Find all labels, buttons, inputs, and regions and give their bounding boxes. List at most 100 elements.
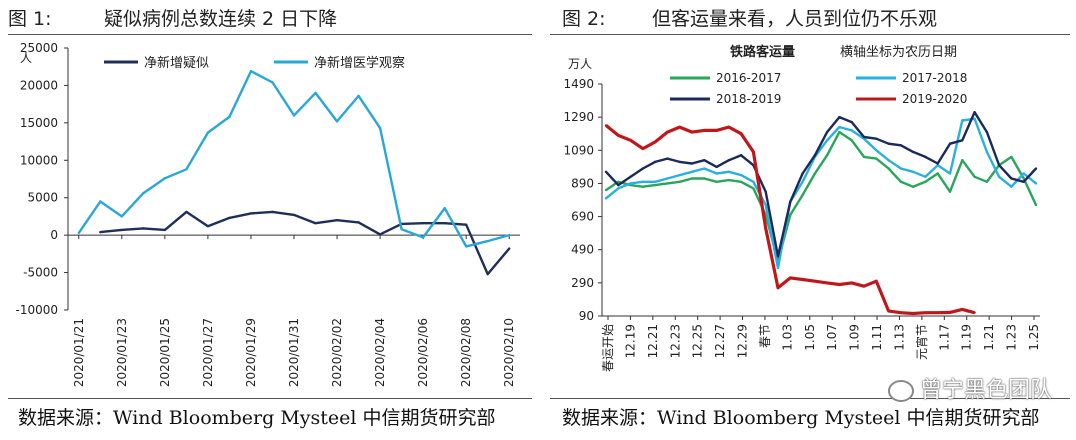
data-point <box>727 170 731 174</box>
x-tick-label: 1.19 <box>960 324 974 351</box>
data-point <box>142 192 145 195</box>
x-tick-label: 12.29 <box>736 324 750 358</box>
data-point <box>271 210 274 214</box>
data-point <box>813 280 817 283</box>
data-point <box>875 157 878 160</box>
legend-label: 2018-2019 <box>716 92 781 106</box>
x-tick-label: 12.21 <box>646 324 660 358</box>
data-point <box>801 193 804 197</box>
data-point <box>911 185 915 188</box>
data-point <box>825 154 829 157</box>
data-point <box>629 182 632 185</box>
legend-label: 2017-2018 <box>902 71 967 85</box>
data-point <box>1034 182 1038 185</box>
data-point <box>887 309 890 313</box>
data-point <box>357 221 360 224</box>
data-point <box>727 159 731 162</box>
data-point <box>764 203 767 207</box>
legend-label: 净新增疑似 <box>144 55 209 71</box>
x-tick-label: 2020/01/23 <box>115 318 129 387</box>
x-tick-label: 1.05 <box>803 324 817 351</box>
x-tick-label: 2020/02/10 <box>502 318 516 387</box>
data-point <box>486 272 489 276</box>
data-point <box>776 255 780 258</box>
x-tick-label: 12.25 <box>691 324 705 358</box>
data-point <box>862 135 866 139</box>
left-figure-label: 图 1: <box>8 8 52 30</box>
data-point <box>838 130 841 134</box>
data-point <box>838 115 841 119</box>
x-tick-label: 1.07 <box>825 324 839 351</box>
x-tick-label: 1.23 <box>1005 324 1019 351</box>
data-point <box>443 206 446 210</box>
data-point <box>690 170 694 174</box>
data-point <box>875 149 878 152</box>
y-tick-label: -5000 <box>23 266 58 280</box>
x-tick-label: 1.21 <box>982 324 996 351</box>
data-point <box>985 130 989 134</box>
x-tick-label: 元宵节 <box>914 324 929 360</box>
data-point <box>185 210 188 214</box>
data-point <box>973 175 976 178</box>
data-point <box>314 91 317 95</box>
data-point <box>911 170 915 174</box>
right-line-chart: 1490 1290 1090 890 690 490 290 90 万人 铁路客运量 横轴坐标为农历… <box>563 44 1041 372</box>
data-point <box>486 239 489 243</box>
data-point <box>1022 180 1025 183</box>
data-point <box>400 227 403 231</box>
y-tick-label: 20000 <box>20 78 58 92</box>
data-point <box>789 213 792 217</box>
data-point <box>357 94 360 98</box>
data-point <box>690 177 694 180</box>
x-tick-label: 2020/01/21 <box>72 318 86 387</box>
left-bottom-rule <box>8 398 532 399</box>
data-point <box>1010 185 1013 188</box>
data-point <box>924 180 927 183</box>
data-point <box>617 180 620 183</box>
data-point <box>421 221 425 225</box>
watermark-text: 曾宁黑色团队 <box>919 378 1052 403</box>
data-point <box>690 130 694 134</box>
x-tick-label: 2020/02/04 <box>373 318 387 387</box>
data-point <box>1010 177 1013 180</box>
data-point <box>703 129 706 132</box>
data-point <box>617 187 620 190</box>
data-point <box>838 283 841 286</box>
y-tick-label: 1290 <box>563 110 594 124</box>
legend-label: 净新增医学观察 <box>314 55 405 71</box>
left-title-bar: 图 1: 疑似病例总数连续 2 日下降 <box>0 0 540 34</box>
data-point <box>961 139 964 142</box>
data-point <box>249 212 253 215</box>
data-point <box>961 119 964 122</box>
data-point <box>678 180 681 183</box>
data-point <box>120 228 124 232</box>
data-point <box>464 245 468 248</box>
data-point <box>1034 203 1038 207</box>
data-point <box>899 167 903 170</box>
data-point <box>690 162 694 165</box>
data-point <box>378 233 382 236</box>
data-point <box>678 173 681 177</box>
data-point <box>604 197 608 200</box>
data-point <box>508 247 511 250</box>
data-point <box>764 226 767 230</box>
x-tick-label: 1.25 <box>1027 324 1041 351</box>
data-point <box>911 312 915 315</box>
data-point <box>1034 167 1038 170</box>
data-point <box>825 139 829 142</box>
data-point <box>715 165 718 169</box>
data-point <box>911 150 915 154</box>
data-point <box>887 159 890 162</box>
data-point <box>292 213 296 217</box>
data-point <box>936 172 939 175</box>
data-point <box>629 175 632 178</box>
legend-label: 2016-2017 <box>716 71 781 85</box>
x-tick-label: 2020/02/02 <box>330 318 344 387</box>
y-tick-label: 890 <box>571 176 594 190</box>
y-tick-label: 15000 <box>20 116 58 130</box>
y-tick-label: 0 <box>50 228 58 242</box>
data-point <box>653 183 657 187</box>
data-point <box>678 125 681 129</box>
data-point <box>789 276 792 280</box>
data-point <box>617 183 620 187</box>
